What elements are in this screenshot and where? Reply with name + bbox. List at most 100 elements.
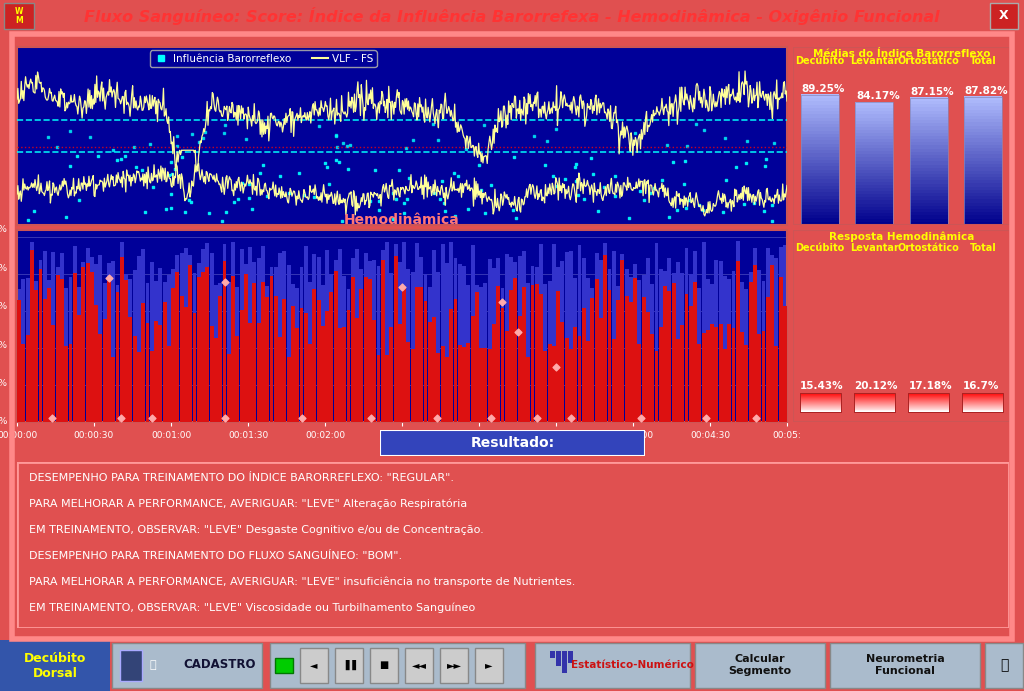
Bar bbox=[680, 274, 684, 422]
Point bbox=[678, 202, 694, 214]
Bar bbox=[12, 34, 1012, 639]
Bar bbox=[450, 309, 454, 422]
Point bbox=[717, 133, 733, 144]
Bar bbox=[141, 249, 145, 422]
Bar bbox=[487, 259, 492, 422]
Bar bbox=[253, 262, 256, 422]
Bar bbox=[964, 103, 1001, 106]
Bar bbox=[693, 251, 697, 422]
Point bbox=[627, 127, 643, 138]
Bar bbox=[326, 311, 329, 422]
Point bbox=[538, 159, 554, 170]
Bar bbox=[701, 243, 706, 422]
Bar bbox=[909, 101, 947, 104]
Text: Decúbito: Decúbito bbox=[796, 56, 845, 66]
Bar bbox=[501, 287, 505, 422]
Bar bbox=[184, 307, 188, 422]
Bar bbox=[304, 245, 308, 422]
Bar bbox=[73, 273, 77, 422]
Bar bbox=[163, 302, 167, 422]
Bar bbox=[137, 352, 141, 422]
Point bbox=[174, 151, 190, 162]
Bar bbox=[518, 256, 521, 422]
Point bbox=[57, 211, 74, 223]
Point bbox=[428, 413, 444, 424]
Point bbox=[694, 204, 711, 215]
Bar bbox=[909, 218, 947, 222]
Point bbox=[137, 206, 154, 217]
Bar bbox=[436, 272, 440, 422]
Point bbox=[446, 168, 463, 179]
Bar bbox=[240, 249, 244, 422]
Bar bbox=[736, 261, 739, 422]
Legend: Influência Barorreflexo, VLF - FS: Influência Barorreflexo, VLF - FS bbox=[151, 50, 377, 66]
Point bbox=[163, 202, 179, 214]
Point bbox=[590, 206, 606, 217]
Bar bbox=[908, 398, 949, 399]
Point bbox=[766, 137, 782, 148]
Text: EM TREINAMENTO, OBSERVAR: "LEVE" Viscosidade ou Turbilhamento Sanguíneo: EM TREINAMENTO, OBSERVAR: "LEVE" Viscosi… bbox=[29, 603, 475, 613]
Bar bbox=[800, 399, 841, 400]
Point bbox=[101, 272, 118, 283]
Bar bbox=[963, 399, 1004, 400]
Bar bbox=[629, 276, 633, 422]
Bar bbox=[214, 339, 218, 422]
Point bbox=[633, 413, 649, 424]
Bar bbox=[591, 287, 594, 422]
Point bbox=[306, 191, 323, 202]
Bar bbox=[854, 396, 895, 397]
Bar bbox=[963, 393, 1004, 413]
Point bbox=[201, 207, 217, 218]
Bar bbox=[855, 117, 893, 120]
Bar bbox=[552, 244, 556, 422]
Bar bbox=[801, 173, 839, 176]
Bar bbox=[599, 318, 603, 422]
Bar bbox=[855, 123, 893, 126]
Text: ◄: ◄ bbox=[310, 660, 317, 670]
Bar bbox=[909, 202, 947, 206]
Point bbox=[310, 120, 327, 131]
Bar bbox=[855, 145, 893, 148]
Bar bbox=[611, 251, 615, 422]
Bar bbox=[985, 643, 1023, 688]
Bar bbox=[283, 299, 287, 422]
Point bbox=[196, 132, 212, 143]
Bar bbox=[908, 393, 949, 394]
Point bbox=[715, 207, 731, 218]
Point bbox=[563, 413, 580, 424]
Text: ►►: ►► bbox=[446, 660, 462, 670]
Point bbox=[218, 207, 234, 218]
Point bbox=[334, 216, 350, 227]
Bar bbox=[801, 202, 839, 205]
Bar bbox=[440, 245, 444, 422]
Bar bbox=[963, 410, 1004, 411]
Bar bbox=[342, 328, 346, 422]
Bar bbox=[440, 648, 468, 683]
Point bbox=[566, 161, 583, 172]
Bar bbox=[308, 344, 312, 422]
Bar bbox=[964, 221, 1001, 225]
Bar bbox=[909, 110, 947, 114]
Bar bbox=[855, 209, 893, 213]
Bar bbox=[731, 328, 735, 422]
Bar bbox=[854, 401, 895, 402]
Point bbox=[190, 137, 207, 148]
Bar bbox=[800, 397, 841, 398]
Bar bbox=[855, 163, 893, 167]
Bar bbox=[270, 643, 525, 688]
Text: Estatístico-Numérico: Estatístico-Numérico bbox=[570, 660, 693, 670]
Bar bbox=[544, 351, 547, 422]
Bar bbox=[530, 285, 535, 422]
Bar bbox=[548, 281, 552, 422]
Bar bbox=[98, 254, 102, 422]
Point bbox=[328, 129, 344, 140]
Point bbox=[679, 140, 695, 151]
Point bbox=[539, 136, 555, 147]
Bar bbox=[73, 246, 77, 422]
Text: ▐▐: ▐▐ bbox=[341, 660, 356, 670]
Point bbox=[728, 161, 744, 172]
Bar bbox=[854, 404, 895, 405]
Bar bbox=[855, 105, 893, 108]
Bar bbox=[222, 261, 226, 422]
Bar bbox=[257, 258, 261, 422]
